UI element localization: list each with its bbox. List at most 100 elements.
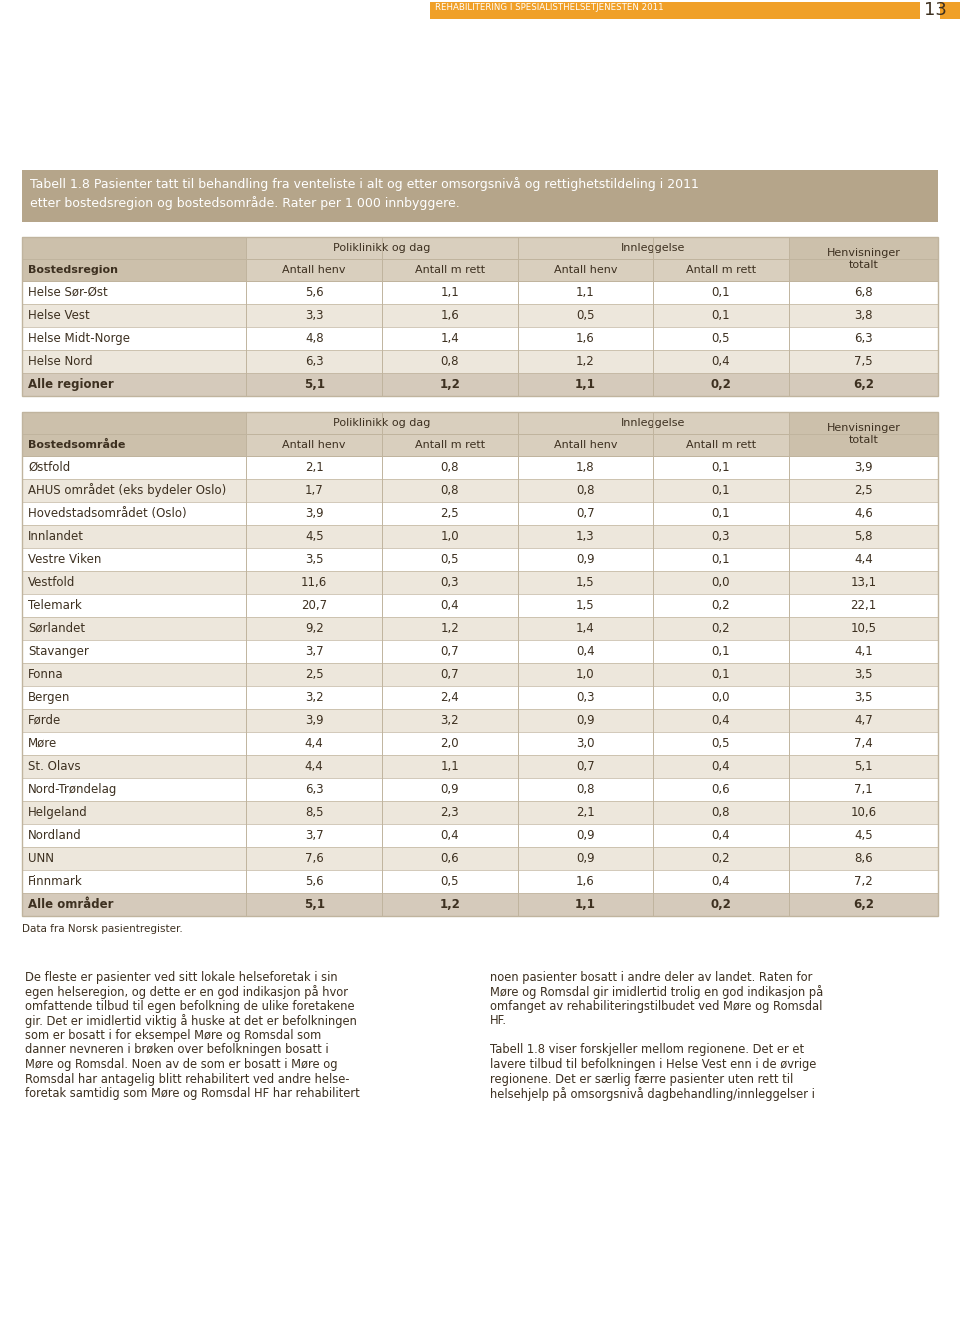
Text: 0,9: 0,9 [576, 553, 594, 567]
Text: 4,4: 4,4 [305, 737, 324, 750]
Text: 13,1: 13,1 [851, 576, 876, 589]
Text: Alle områder: Alle områder [28, 898, 113, 910]
Text: 2,1: 2,1 [305, 461, 324, 475]
Text: Tabell 1.8 Pasienter tatt til behandling fra venteliste i alt og etter omsorgsni: Tabell 1.8 Pasienter tatt til behandling… [30, 177, 699, 191]
Text: 4,8: 4,8 [305, 332, 324, 345]
Text: Helse Sør-Øst: Helse Sør-Øst [28, 287, 108, 299]
Text: 0,2: 0,2 [711, 623, 731, 635]
Text: 5,8: 5,8 [854, 531, 873, 543]
Text: 0,2: 0,2 [710, 379, 732, 391]
Text: 1,2: 1,2 [441, 623, 459, 635]
Text: Tabell 1.8 viser forskjeller mellom regionene. Det er et: Tabell 1.8 viser forskjeller mellom regi… [490, 1044, 804, 1057]
Text: 10,5: 10,5 [851, 623, 876, 635]
Text: REHABILITERING I SPESIALISTHELSETJENESTEN 2011: REHABILITERING I SPESIALISTHELSETJENESTE… [435, 3, 663, 12]
Text: 2,5: 2,5 [854, 484, 873, 497]
Text: 0,4: 0,4 [711, 714, 731, 726]
Bar [22, 479, 938, 503]
Text: egen helseregion, og dette er en god indikasjon på hvor: egen helseregion, og dette er en god ind… [25, 985, 348, 1000]
Text: 0,9: 0,9 [576, 714, 594, 726]
Bar [517, 435, 653, 456]
Text: 0,7: 0,7 [576, 760, 594, 773]
Text: som er bosatt i for eksempel Møre og Romsdal som: som er bosatt i for eksempel Møre og Rom… [25, 1029, 322, 1042]
Text: 1,6: 1,6 [576, 874, 594, 888]
Text: 3,8: 3,8 [854, 309, 873, 323]
Text: 2,4: 2,4 [441, 690, 459, 704]
Text: Finnmark: Finnmark [28, 874, 83, 888]
Text: 0,1: 0,1 [711, 553, 731, 567]
Text: gir. Det er imidlertid viktig å huske at det er befolkningen: gir. Det er imidlertid viktig å huske at… [25, 1014, 357, 1029]
Bar [22, 548, 938, 571]
Text: 5,6: 5,6 [305, 874, 324, 888]
Text: Antall henv: Antall henv [282, 265, 346, 275]
Text: Nordland: Nordland [28, 829, 82, 842]
Text: 4,4: 4,4 [854, 553, 873, 567]
Text: 0,4: 0,4 [711, 355, 731, 368]
Text: 0,7: 0,7 [441, 645, 459, 659]
Text: 0,1: 0,1 [711, 287, 731, 299]
Text: 0,1: 0,1 [711, 507, 731, 520]
Text: 0,0: 0,0 [711, 690, 731, 704]
Text: 0,3: 0,3 [576, 690, 594, 704]
Bar [22, 435, 247, 456]
Bar [22, 595, 938, 617]
Text: 0,3: 0,3 [711, 531, 731, 543]
Text: 0,4: 0,4 [711, 874, 731, 888]
Bar [22, 503, 938, 525]
Text: 1,1: 1,1 [575, 898, 596, 910]
Text: Bostedsregion: Bostedsregion [28, 265, 118, 275]
Text: Innleggelse: Innleggelse [621, 243, 685, 253]
Text: 0,6: 0,6 [711, 782, 731, 796]
Text: UNN: UNN [28, 852, 54, 865]
Text: Hovedstadsområdet (Oslo): Hovedstadsområdet (Oslo) [28, 507, 186, 520]
Text: 6,3: 6,3 [854, 332, 873, 345]
Text: 0,1: 0,1 [711, 484, 731, 497]
Text: 1,6: 1,6 [576, 332, 594, 345]
Bar [22, 525, 938, 548]
Text: 3,0: 3,0 [576, 737, 594, 750]
Text: Østfold: Østfold [28, 461, 70, 475]
Text: 0,7: 0,7 [441, 668, 459, 681]
Text: 4,7: 4,7 [854, 714, 873, 726]
Bar [22, 259, 247, 281]
Bar [22, 709, 938, 732]
Text: Data fra Norsk pasientregister.: Data fra Norsk pasientregister. [22, 924, 182, 934]
Text: 0,1: 0,1 [711, 309, 731, 323]
Text: 1,5: 1,5 [576, 599, 594, 612]
Text: 1,5: 1,5 [576, 576, 594, 589]
Text: 2,1: 2,1 [576, 806, 594, 818]
Text: 0,3: 0,3 [441, 576, 459, 589]
Text: 7,1: 7,1 [854, 782, 873, 796]
Text: 1,8: 1,8 [576, 461, 594, 475]
Text: 1,1: 1,1 [441, 760, 459, 773]
Bar [22, 281, 938, 304]
Bar [22, 571, 938, 595]
Text: Helse Vest: Helse Vest [28, 309, 89, 323]
Bar [517, 412, 789, 435]
Text: Telemark: Telemark [28, 599, 82, 612]
Text: 5,1: 5,1 [303, 898, 324, 910]
Text: 1,2: 1,2 [440, 898, 460, 910]
Text: 1,3: 1,3 [576, 531, 594, 543]
Text: 3,2: 3,2 [305, 690, 324, 704]
Text: 9,2: 9,2 [305, 623, 324, 635]
Text: Bostedsområde: Bostedsområde [28, 440, 126, 451]
Text: 6,3: 6,3 [305, 355, 324, 368]
Text: regionene. Det er særlig færre pasienter uten rett til: regionene. Det er særlig færre pasienter… [490, 1073, 793, 1085]
Text: Henvisninger
totalt: Henvisninger totalt [827, 423, 900, 445]
Text: 0,8: 0,8 [441, 461, 459, 475]
Text: Helse Midt-Norge: Helse Midt-Norge [28, 332, 130, 345]
Text: 10,6: 10,6 [851, 806, 876, 818]
Text: 0,4: 0,4 [711, 829, 731, 842]
Text: Stavanger: Stavanger [28, 645, 89, 659]
Text: Helse Nord: Helse Nord [28, 355, 92, 368]
Bar [22, 778, 938, 801]
Text: 3,7: 3,7 [305, 645, 324, 659]
Text: foretak samtidig som Møre og Romsdal HF har rehabilitert: foretak samtidig som Møre og Romsdal HF … [25, 1086, 360, 1100]
Text: 3,5: 3,5 [854, 690, 873, 704]
Bar [22, 617, 938, 640]
Text: Antall henv: Antall henv [282, 440, 346, 451]
Text: 0,4: 0,4 [576, 645, 594, 659]
Text: 1,1: 1,1 [576, 287, 594, 299]
Bar [22, 412, 938, 916]
Text: 0,4: 0,4 [441, 829, 459, 842]
